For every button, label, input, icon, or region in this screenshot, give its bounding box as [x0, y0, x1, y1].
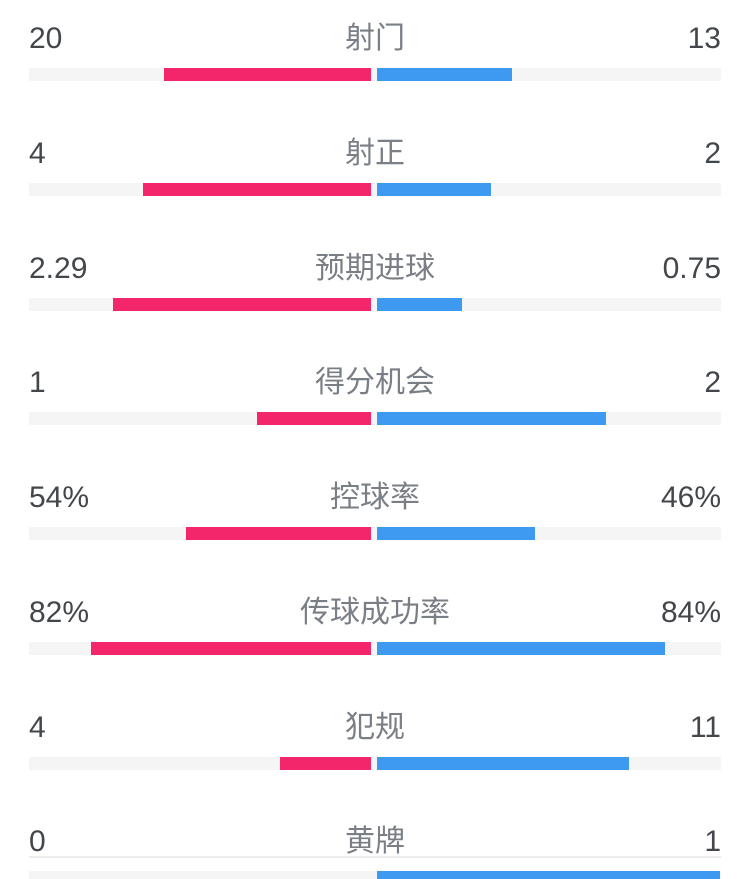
stat-line: 1 得分机会 2 — [29, 366, 721, 400]
away-bar-fill — [377, 412, 606, 426]
stat-bar-track — [29, 68, 721, 81]
home-value: 20 — [29, 22, 63, 55]
stat-bar-track — [29, 297, 721, 311]
away-value: 13 — [687, 22, 721, 55]
away-value: 2 — [704, 136, 721, 170]
stat-line: 2.29 预期进球 0.75 — [29, 252, 721, 286]
away-bar-fill — [377, 527, 535, 540]
stat-label: 射正 — [345, 136, 405, 170]
stat-row: 1 得分机会 2 — [0, 366, 750, 459]
away-bar-fill — [377, 297, 462, 311]
home-bar-fill — [164, 68, 371, 81]
home-bar-fill — [113, 297, 371, 311]
away-value: 84% — [660, 595, 721, 629]
home-bar-fill — [143, 182, 371, 196]
stat-row: 0 黄牌 1 — [0, 825, 750, 879]
stat-line: 4 犯规 11 — [29, 711, 721, 745]
away-value: 1 — [704, 825, 721, 859]
stat-bar-track — [29, 412, 721, 426]
home-bar-fill — [186, 527, 371, 540]
home-value: 4 — [29, 710, 46, 744]
away-value: 11 — [689, 710, 721, 744]
stat-line: 20 射门 13 — [29, 22, 721, 56]
away-bar-fill — [377, 182, 491, 196]
stat-label: 犯规 — [345, 710, 405, 744]
bottom-divider — [29, 856, 721, 858]
away-bar-fill — [377, 641, 665, 655]
stat-row: 20 射门 13 — [0, 22, 750, 115]
stat-row: 82% 传球成功率 84% — [0, 596, 750, 689]
stat-bar-track — [29, 527, 721, 540]
stat-row: 2.29 预期进球 0.75 — [0, 252, 750, 345]
stat-row: 4 射正 2 — [0, 137, 750, 230]
home-value: 54% — [29, 481, 90, 514]
stat-line: 0 黄牌 1 — [29, 825, 721, 859]
home-value: 2.29 — [29, 251, 88, 285]
home-bar-fill — [257, 412, 371, 426]
away-value: 46% — [660, 481, 721, 514]
stat-label: 黄牌 — [345, 825, 405, 859]
stat-bar-track — [29, 641, 721, 655]
stat-label: 射门 — [345, 22, 405, 55]
away-bar-fill — [377, 68, 512, 81]
stat-line: 54% 控球率 46% — [29, 481, 721, 515]
stat-row: 4 犯规 11 — [0, 711, 750, 804]
stat-bar-track — [29, 182, 721, 196]
away-value: 2 — [704, 366, 721, 400]
stat-bar-track — [29, 756, 721, 770]
stat-bar-track — [29, 871, 721, 879]
home-bar-fill — [280, 756, 371, 770]
stat-label: 传球成功率 — [300, 595, 450, 629]
stat-label: 控球率 — [330, 481, 420, 514]
home-value: 1 — [29, 366, 46, 400]
away-bar-fill — [377, 756, 629, 770]
home-value: 0 — [29, 825, 46, 859]
stat-label: 得分机会 — [315, 366, 435, 400]
stat-label: 预期进球 — [315, 251, 435, 285]
home-value: 4 — [29, 136, 46, 170]
away-bar-fill — [377, 871, 720, 879]
home-bar-fill — [91, 641, 371, 655]
stat-row: 54% 控球率 46% — [0, 481, 750, 574]
stat-line: 4 射正 2 — [29, 137, 721, 171]
away-value: 0.75 — [662, 251, 721, 285]
stat-line: 82% 传球成功率 84% — [29, 596, 721, 630]
home-value: 82% — [29, 595, 90, 629]
